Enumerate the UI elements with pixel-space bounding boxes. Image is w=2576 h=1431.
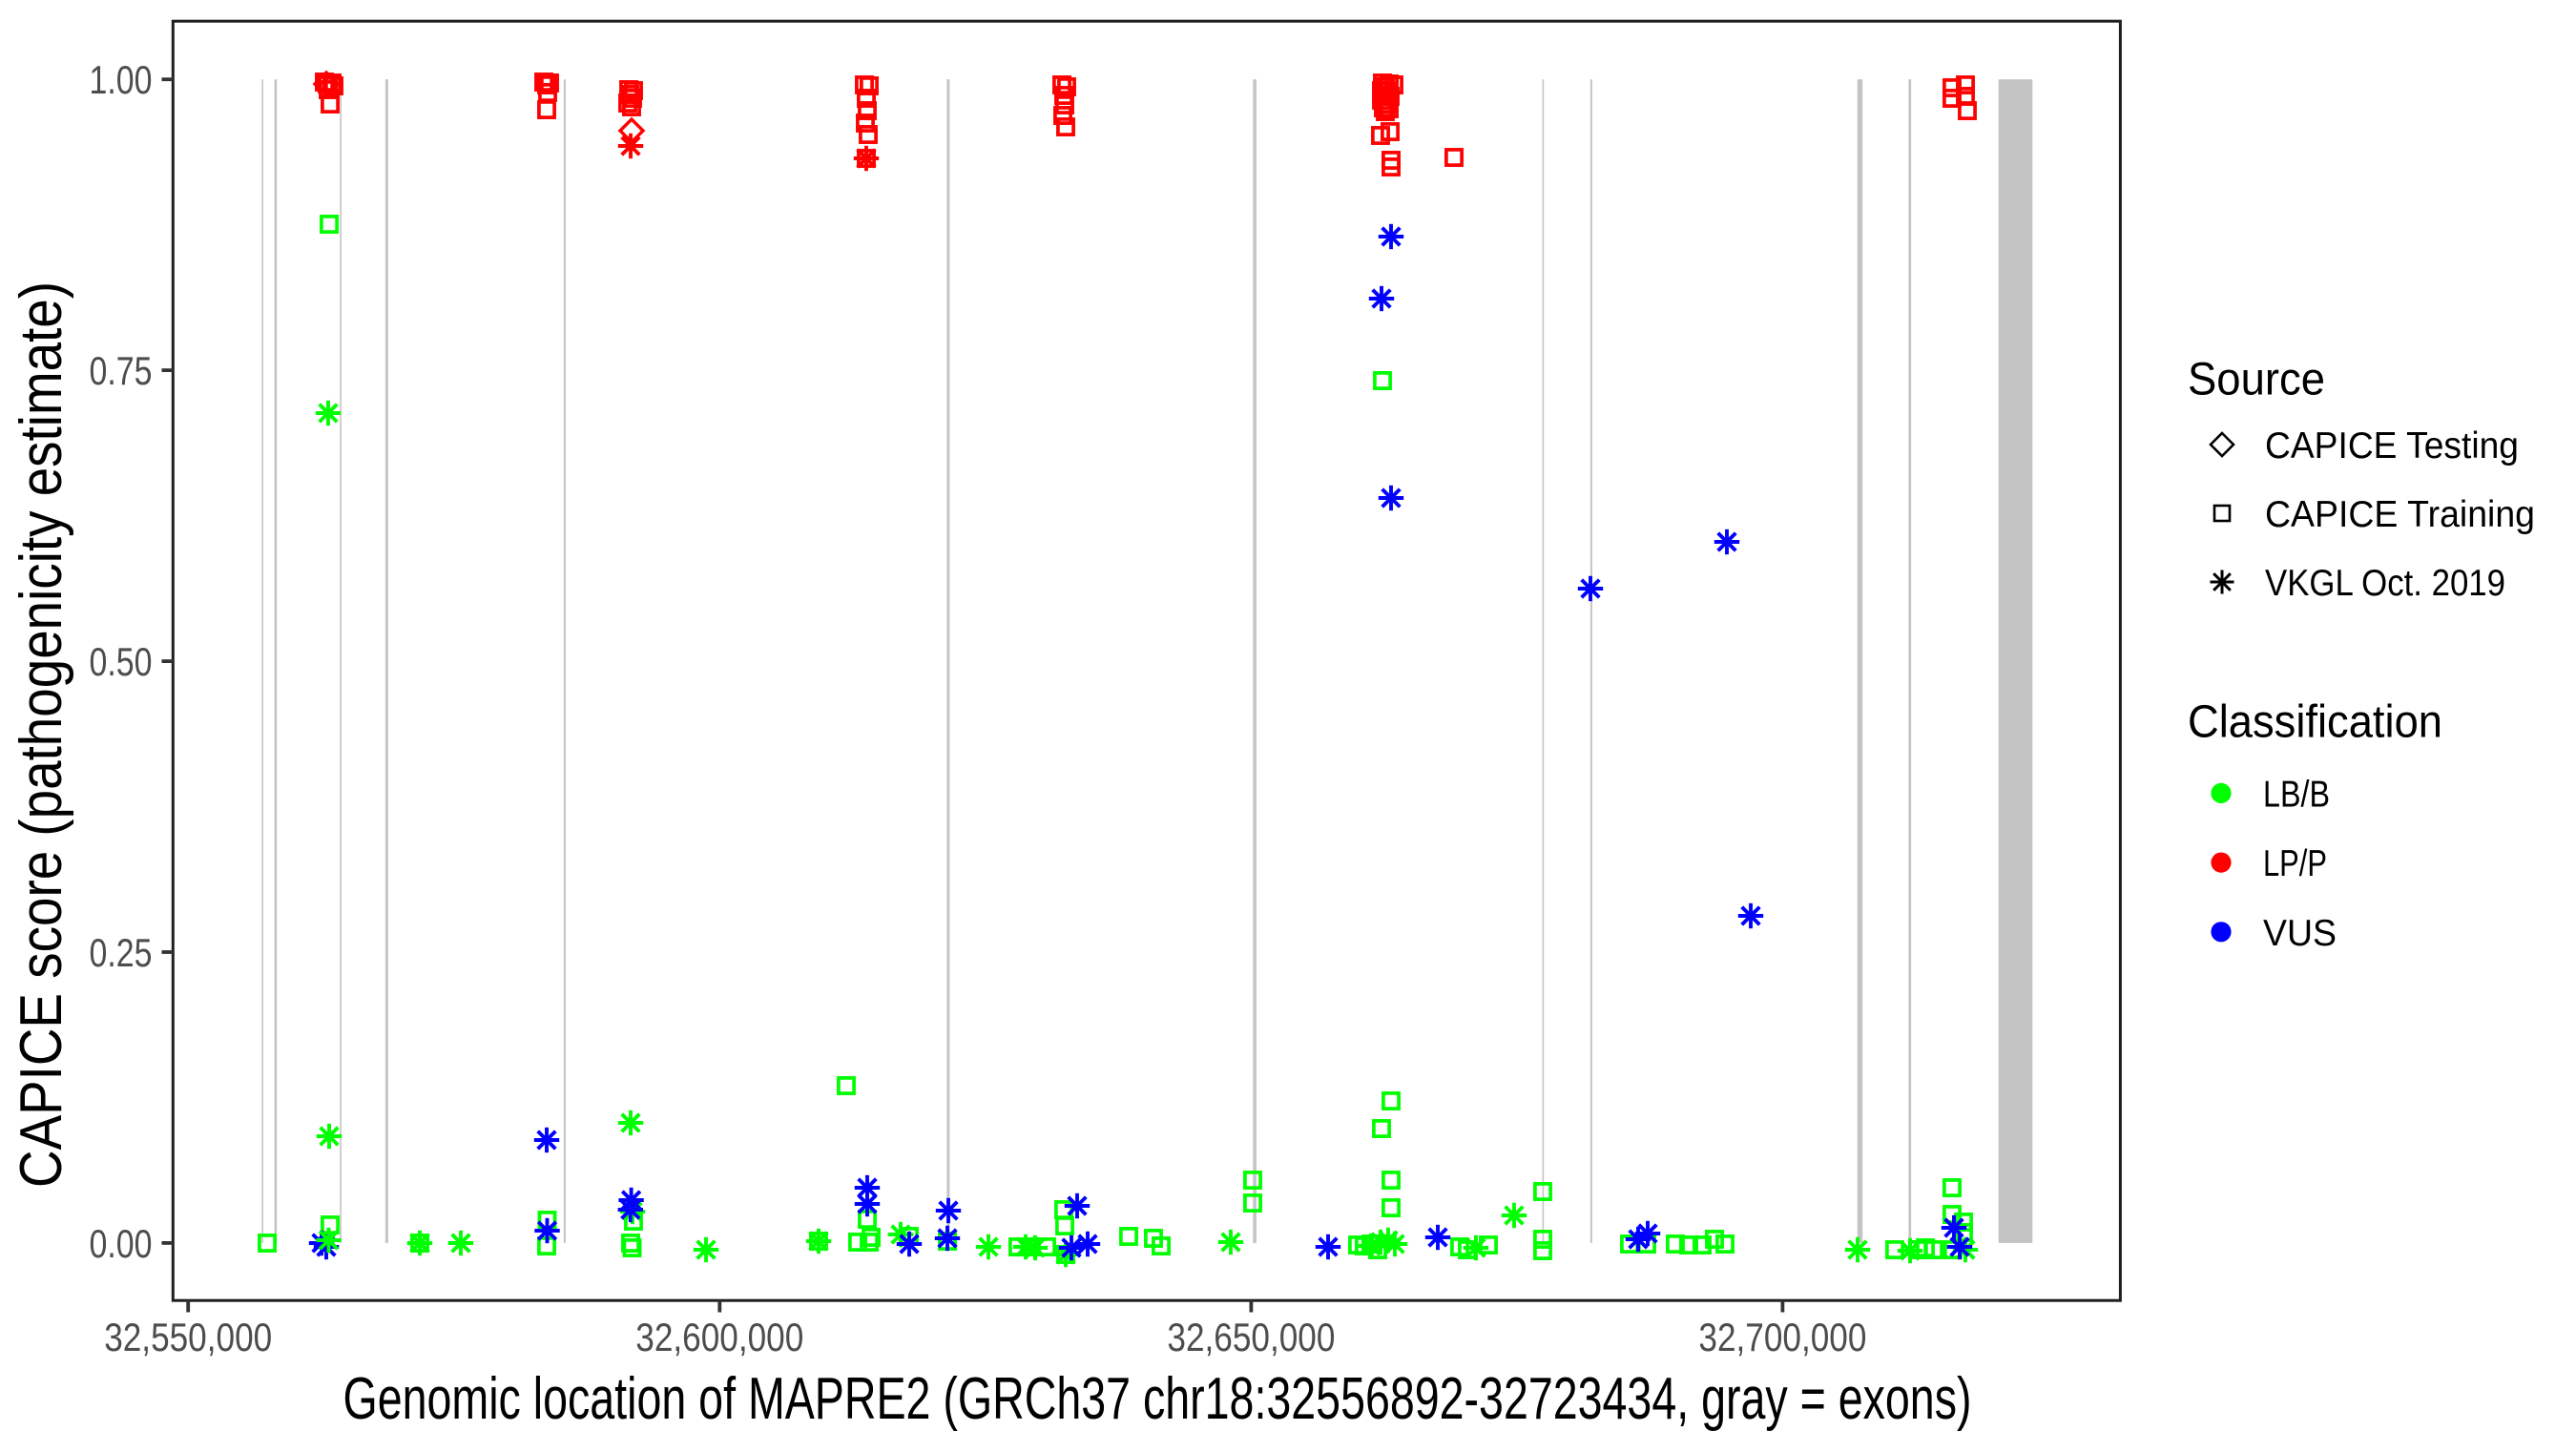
svg-text:VUS: VUS [2263,913,2337,954]
svg-text:LB/B: LB/B [2263,774,2330,815]
svg-text:CAPICE Testing: CAPICE Testing [2265,425,2519,467]
svg-text:Source: Source [2188,355,2325,405]
svg-text:CAPICE Training: CAPICE Training [2265,494,2535,535]
svg-text:32,650,000: 32,650,000 [1167,1315,1335,1359]
svg-text:1.00: 1.00 [90,57,153,102]
svg-text:0.25: 0.25 [90,930,153,975]
svg-text:VKGL Oct. 2019: VKGL Oct. 2019 [2265,563,2505,604]
svg-text:32,550,000: 32,550,000 [104,1315,272,1359]
svg-text:Classification: Classification [2188,697,2442,748]
svg-text:Genomic location of MAPRE2 (GR: Genomic location of MAPRE2 (GRCh37 chr18… [343,1366,1972,1431]
svg-text:LP/P: LP/P [2263,843,2327,884]
svg-text:32,700,000: 32,700,000 [1698,1315,1866,1359]
svg-text:32,600,000: 32,600,000 [635,1315,803,1359]
svg-text:0.75: 0.75 [90,348,153,393]
svg-text:0.50: 0.50 [90,639,153,684]
svg-text:0.00: 0.00 [90,1221,153,1266]
svg-text:CAPICE score (pathogenicity es: CAPICE score (pathogenicity estimate) [9,281,74,1188]
